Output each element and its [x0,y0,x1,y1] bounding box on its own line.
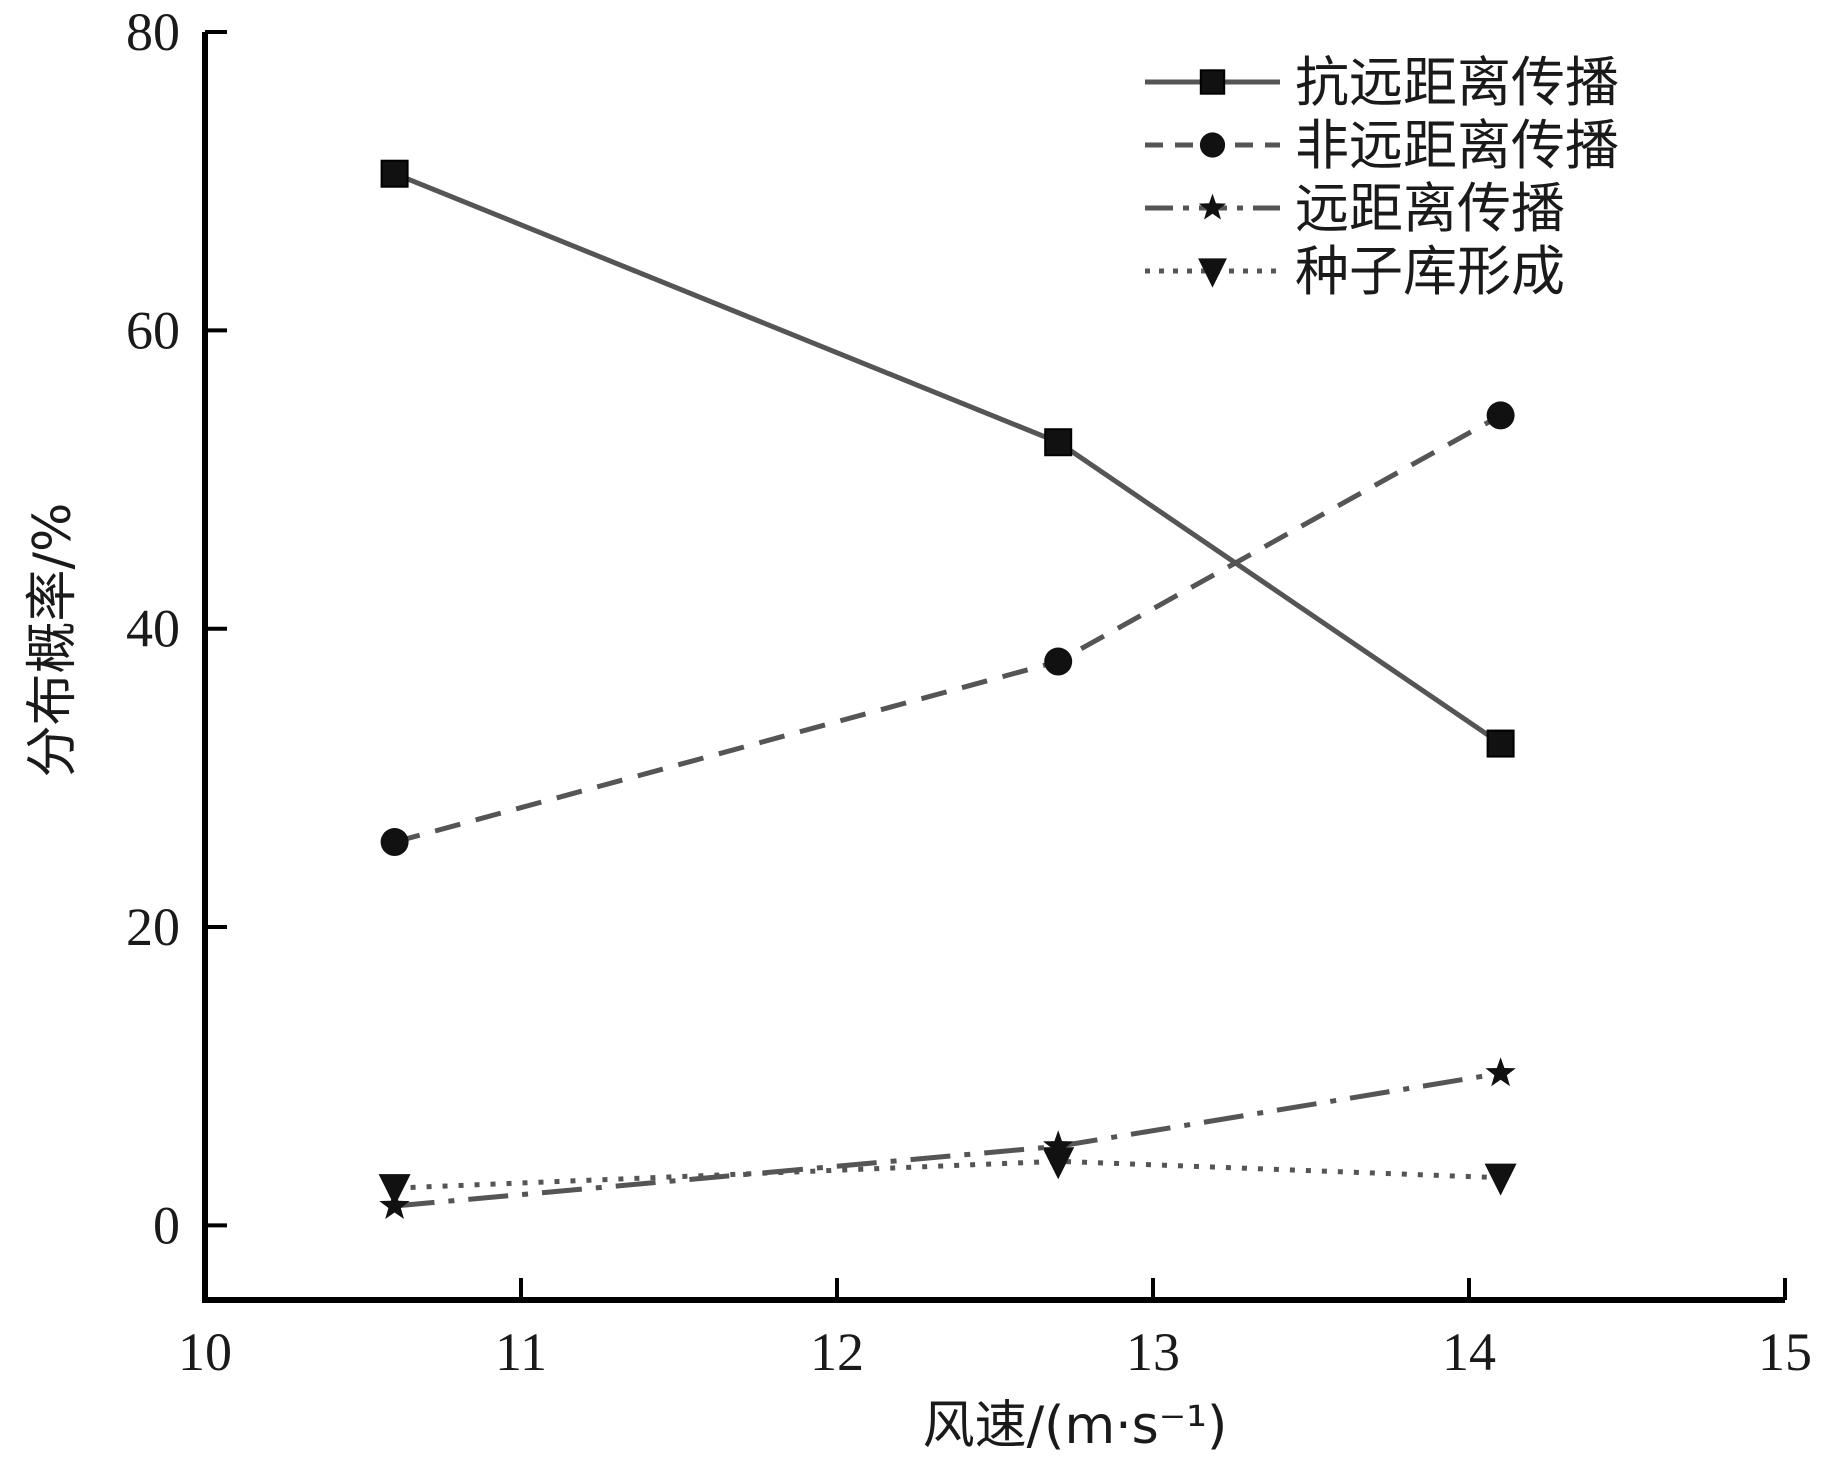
y-tick-label: 60 [126,300,180,360]
y-tick-label: 40 [126,599,180,659]
data-point [1486,401,1515,430]
data-point [1044,428,1073,457]
legend-item-1: 非远距离传播 [1145,114,1619,177]
series-line [394,1158,1501,1191]
data-point [380,828,409,857]
legend-marker [1199,132,1226,158]
axes [202,32,1785,1303]
data-point [380,159,409,188]
data-point [1043,1130,1074,1160]
series-2 [379,1057,1516,1219]
data-point [1485,1057,1516,1087]
y-axis-title: 分布概率/% [23,503,83,778]
legend-label: 种子库形成 [1295,240,1565,303]
x-tick-label: 15 [1758,1322,1812,1382]
x-tick-label: 14 [1442,1322,1496,1382]
legend-marker [1198,193,1227,220]
data-point [1044,647,1073,676]
y-tick-label: 80 [126,2,180,62]
data-point [1486,729,1515,758]
series-0 [380,159,1515,758]
x-tick-label: 11 [495,1322,547,1382]
legend-marker [1198,258,1227,288]
x-tick-label: 10 [178,1322,232,1382]
x-tick-label: 13 [1126,1322,1180,1382]
legend-label: 非远距离传播 [1295,114,1619,177]
ticks: 0 20 40 60 80 10 11 12 13 14 15 [126,2,1812,1382]
series-line [394,1070,1502,1209]
data-point [1484,1163,1517,1196]
legend-item-0: 抗远距离传播 [1145,51,1619,114]
x-axis-title: 风速/(m·s⁻¹) [923,1396,1228,1456]
legend-label: 抗远距离传播 [1295,51,1619,114]
x-tick-label: 12 [810,1322,864,1382]
legend-item-3: 种子库形成 [1145,240,1565,303]
y-tick-label: 0 [153,1195,180,1255]
legend-label: 远距离传播 [1295,177,1565,240]
data-point [379,1190,410,1219]
legend-item-2: 远距离传播 [1145,177,1565,240]
y-tick-label: 20 [126,897,180,957]
legend-marker [1199,69,1226,95]
series-1 [380,401,1515,857]
series-layer [378,159,1517,1219]
